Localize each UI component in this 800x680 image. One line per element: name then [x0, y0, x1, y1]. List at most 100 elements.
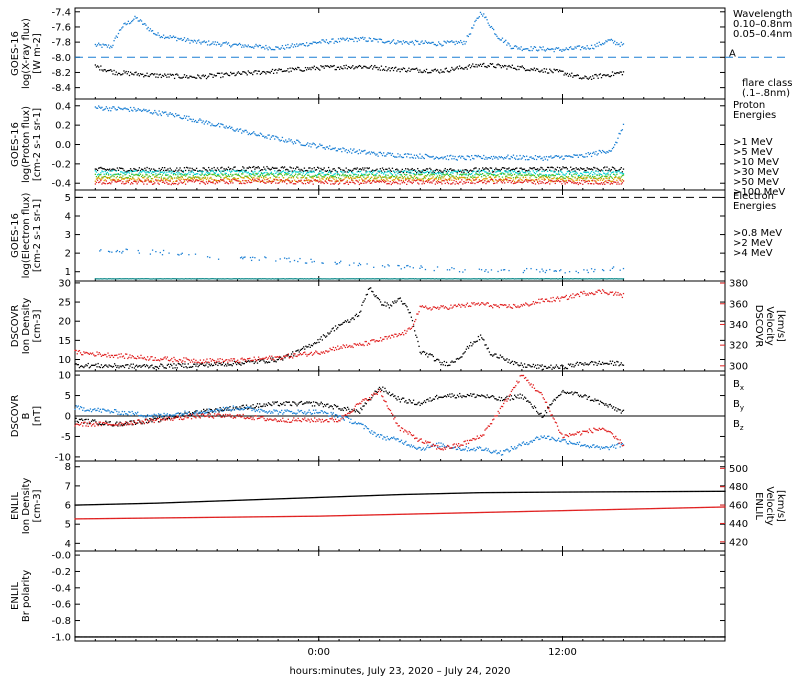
data-point: [208, 75, 210, 77]
data-point: [187, 173, 189, 175]
data-point: [125, 180, 127, 182]
data-point: [293, 355, 295, 357]
data-point: [308, 343, 310, 346]
data-point: [588, 48, 591, 50]
data-point: [292, 171, 295, 173]
data-point: [459, 39, 462, 42]
data-point: [208, 278, 210, 280]
data-point: [94, 278, 97, 280]
data-point: [158, 180, 160, 182]
data-point: [250, 46, 253, 49]
data-point: [133, 178, 135, 180]
data-point: [390, 67, 392, 70]
data-point: [212, 170, 214, 172]
data-point: [562, 173, 564, 175]
data-point: [121, 178, 123, 180]
data-point: [443, 71, 445, 73]
data-point: [447, 178, 450, 180]
data-point: [466, 171, 468, 173]
data-point: [521, 182, 523, 184]
data-point: [90, 364, 93, 366]
data-point: [179, 116, 181, 119]
data-point: [491, 63, 494, 65]
data-point: [168, 113, 170, 115]
data-point: [485, 269, 487, 271]
data-point: [545, 176, 548, 178]
y-axis-label: GOES-16 log(Electron flux) [cm-2 s-1 sr-1]: [10, 193, 43, 279]
data-point: [567, 48, 570, 51]
data-point: [201, 170, 203, 172]
data-point: [139, 170, 142, 172]
data-point: [318, 173, 320, 176]
data-point: [540, 182, 542, 185]
data-point: [228, 168, 231, 170]
data-point: [368, 180, 370, 183]
data-point: [474, 20, 476, 23]
data-point: [203, 40, 205, 42]
data-point: [606, 278, 608, 280]
data-point: [507, 42, 509, 44]
data-point: [150, 178, 153, 180]
data-point: [502, 66, 505, 68]
data-point: [341, 174, 343, 177]
data-point: [541, 268, 543, 270]
data-point: [400, 268, 402, 270]
data-point: [137, 366, 139, 368]
data-point: [428, 172, 430, 175]
data-point: [374, 176, 376, 178]
data-point: [417, 177, 419, 179]
data-point: [209, 172, 211, 174]
data-point: [164, 111, 166, 113]
data-point: [609, 170, 611, 172]
data-point: [288, 47, 290, 49]
data-point: [421, 40, 423, 42]
data-point: [327, 42, 330, 45]
data-point: [160, 278, 163, 280]
data-point: [447, 71, 450, 73]
data-point: [195, 176, 198, 178]
data-point: [264, 182, 266, 184]
data-point: [451, 179, 453, 181]
data-point: [122, 26, 124, 28]
data-point: [418, 157, 420, 159]
data-point: [585, 178, 587, 180]
data-point: [112, 168, 114, 170]
data-point: [113, 175, 115, 178]
data-point: [169, 73, 171, 75]
data-point: [325, 39, 328, 41]
data-point: [456, 170, 458, 173]
data-point: [574, 170, 576, 172]
data-point: [279, 68, 281, 71]
data-point: [237, 361, 239, 364]
data-point: [302, 70, 304, 72]
data-point: [354, 177, 356, 179]
data-point: [140, 73, 143, 76]
data-point: [347, 40, 350, 42]
data-point: [360, 37, 363, 39]
data-point: [616, 183, 618, 185]
data-point: [340, 168, 342, 171]
data-point: [616, 142, 618, 144]
data-point: [535, 176, 538, 179]
data-point: [253, 176, 255, 179]
data-point: [199, 177, 201, 179]
data-point: [616, 72, 618, 74]
data-point: [300, 171, 302, 173]
data-point: [356, 171, 358, 173]
data-point: [214, 183, 216, 185]
data-point: [619, 45, 621, 47]
data-point: [263, 181, 265, 183]
data-point: [310, 68, 312, 71]
data-point: [354, 173, 356, 175]
data-point: [267, 278, 269, 280]
data-point: [330, 183, 332, 185]
data-point: [171, 182, 174, 184]
data-point: [285, 139, 287, 141]
data-point: [298, 168, 300, 170]
data-point: [171, 364, 173, 367]
data-point: [463, 176, 465, 179]
data-point: [355, 37, 357, 39]
data-point: [423, 169, 425, 172]
data-point: [233, 169, 235, 172]
data-point: [461, 171, 463, 173]
